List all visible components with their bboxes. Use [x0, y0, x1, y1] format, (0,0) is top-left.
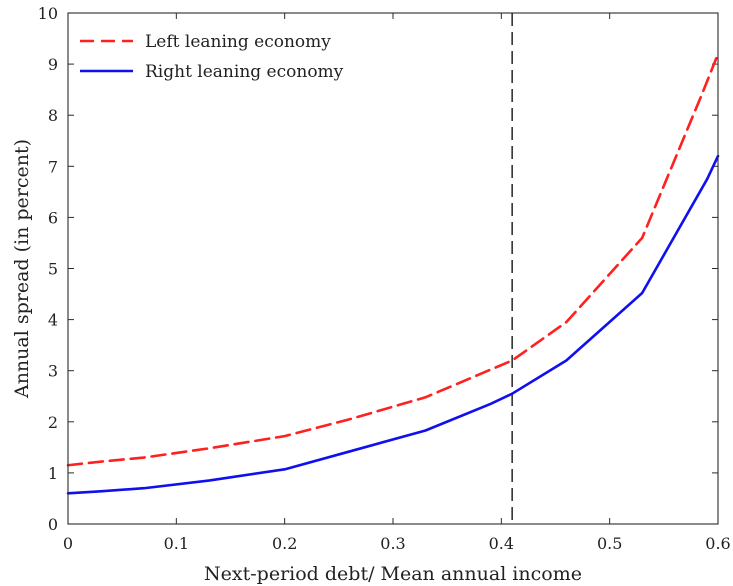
x-tick-label: 0.5 — [597, 534, 622, 553]
y-tick-label: 6 — [48, 208, 58, 227]
y-tick-label: 5 — [48, 260, 58, 279]
x-tick-label: 0.3 — [380, 534, 405, 553]
plot-frame — [67, 12, 719, 525]
left-leaning-economy-line — [66, 52, 720, 467]
x-tick-group: 0 0.1 0.2 0.3 0.4 0.5 0.6 — [63, 13, 731, 553]
x-tick-label: 0.2 — [272, 534, 297, 553]
x-tick-label: 0.4 — [489, 534, 514, 553]
y-tick-group: 0 1 2 3 4 5 6 7 8 9 10 — [38, 4, 718, 534]
y-tick-label: 9 — [48, 55, 58, 74]
y-tick-label: 1 — [48, 464, 58, 483]
y-tick-label: 10 — [38, 4, 58, 23]
x-tick-label: 0 — [63, 534, 73, 553]
y-tick-label: 7 — [48, 157, 58, 176]
y-tick-label: 4 — [48, 311, 58, 330]
y-tick-label: 2 — [48, 413, 58, 432]
x-tick-label: 0.6 — [705, 534, 730, 553]
y-tick-label: 0 — [48, 515, 58, 534]
right-leaning-economy-line — [66, 154, 720, 495]
y-tick-label: 3 — [48, 362, 58, 381]
y-axis-label: Annual spread (in percent) — [11, 139, 33, 399]
series-group — [66, 52, 720, 495]
legend-left-label: Left leaning economy — [145, 32, 331, 52]
legend: Left leaning economy Right leaning econo… — [80, 32, 344, 82]
y-tick-label: 8 — [48, 106, 58, 125]
x-axis-label: Next-period debt/ Mean annual income — [204, 563, 582, 585]
legend-right-label: Right leaning economy — [145, 62, 344, 82]
x-tick-label: 0.1 — [164, 534, 189, 553]
